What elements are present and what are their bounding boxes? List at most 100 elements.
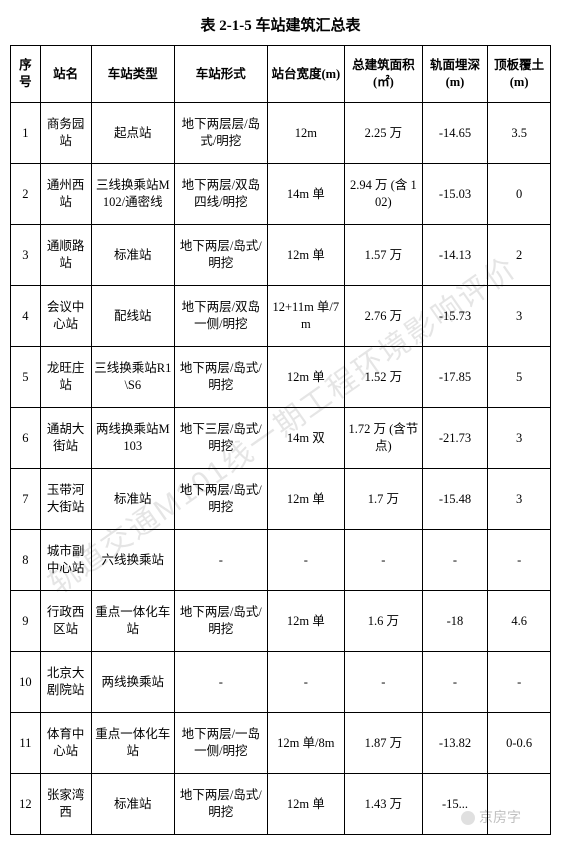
cell-form: 地下两层/双岛一侧/明挖 — [175, 286, 267, 347]
cell-type: 两线换乘站 — [91, 652, 175, 713]
cell-width: 12+11m 单/7m — [267, 286, 345, 347]
col-header-width: 站台宽度(m) — [267, 46, 345, 103]
cell-depth: - — [422, 530, 488, 591]
cell-name: 通胡大街站 — [40, 408, 91, 469]
cell-form: 地下两层/岛式/明挖 — [175, 591, 267, 652]
cell-area: 1.52 万 — [345, 347, 423, 408]
cell-idx: 1 — [11, 103, 41, 164]
cell-name: 张家湾西 — [40, 774, 91, 835]
table-row: 5龙旺庄站三线换乘站R1\S6地下两层/岛式/明挖12m 单1.52 万-17.… — [11, 347, 551, 408]
cell-type: 起点站 — [91, 103, 175, 164]
col-header-name: 站名 — [40, 46, 91, 103]
cell-form: 地下两层/岛式/明挖 — [175, 225, 267, 286]
col-header-cover: 顶板覆土(m) — [488, 46, 551, 103]
cell-idx: 4 — [11, 286, 41, 347]
cell-type: 标准站 — [91, 774, 175, 835]
cell-area: 2.76 万 — [345, 286, 423, 347]
cell-type: 三线换乘站M102/通密线 — [91, 164, 175, 225]
cell-cover: - — [488, 530, 551, 591]
cell-width: 12m 单 — [267, 774, 345, 835]
cell-idx: 6 — [11, 408, 41, 469]
cell-form: 地下两层/岛式/明挖 — [175, 774, 267, 835]
cell-form: 地下两层/岛式/明挖 — [175, 469, 267, 530]
cell-area: - — [345, 530, 423, 591]
cell-width: 14m 单 — [267, 164, 345, 225]
table-row: 1商务园站起点站地下两层层/岛式/明挖12m2.25 万-14.653.5 — [11, 103, 551, 164]
cell-cover: 0 — [488, 164, 551, 225]
table-title: 表 2-1-5 车站建筑汇总表 — [10, 14, 551, 35]
col-header-idx: 序号 — [11, 46, 41, 103]
cell-depth: -15.48 — [422, 469, 488, 530]
cell-idx: 7 — [11, 469, 41, 530]
cell-idx: 5 — [11, 347, 41, 408]
cell-form: - — [175, 652, 267, 713]
table-row: 12张家湾西标准站地下两层/岛式/明挖12m 单1.43 万-15... — [11, 774, 551, 835]
cell-depth: -21.73 — [422, 408, 488, 469]
cell-width: - — [267, 530, 345, 591]
cell-name: 龙旺庄站 — [40, 347, 91, 408]
cell-area: 1.57 万 — [345, 225, 423, 286]
col-header-form: 车站形式 — [175, 46, 267, 103]
cell-width: 12m 单 — [267, 469, 345, 530]
table-row: 7玉带河大街站标准站地下两层/岛式/明挖12m 单1.7 万-15.483 — [11, 469, 551, 530]
col-header-type: 车站类型 — [91, 46, 175, 103]
cell-depth: -15.03 — [422, 164, 488, 225]
col-header-depth: 轨面埋深(m) — [422, 46, 488, 103]
cell-width: 14m 双 — [267, 408, 345, 469]
cell-form: 地下三层/岛式/明挖 — [175, 408, 267, 469]
cell-area: 1.7 万 — [345, 469, 423, 530]
cell-name: 商务园站 — [40, 103, 91, 164]
cell-type: 标准站 — [91, 469, 175, 530]
cell-area: 1.87 万 — [345, 713, 423, 774]
cell-cover — [488, 774, 551, 835]
cell-form: - — [175, 530, 267, 591]
table-header-row: 序号 站名 车站类型 车站形式 站台宽度(m) 总建筑面积(㎡) 轨面埋深(m)… — [11, 46, 551, 103]
table-row: 6通胡大街站两线换乘站M103地下三层/岛式/明挖14m 双1.72 万 (含节… — [11, 408, 551, 469]
cell-type: 重点一体化车站 — [91, 713, 175, 774]
cell-width: 12m 单 — [267, 225, 345, 286]
cell-cover: 2 — [488, 225, 551, 286]
cell-cover: - — [488, 652, 551, 713]
cell-cover: 3 — [488, 408, 551, 469]
cell-cover: 3 — [488, 286, 551, 347]
cell-type: 配线站 — [91, 286, 175, 347]
cell-area: - — [345, 652, 423, 713]
cell-idx: 2 — [11, 164, 41, 225]
cell-depth: -14.65 — [422, 103, 488, 164]
cell-form: 地下两层/一岛一侧/明挖 — [175, 713, 267, 774]
cell-depth: -15.73 — [422, 286, 488, 347]
cell-name: 玉带河大街站 — [40, 469, 91, 530]
cell-depth: - — [422, 652, 488, 713]
cell-name: 通州西站 — [40, 164, 91, 225]
cell-cover: 3.5 — [488, 103, 551, 164]
cell-name: 体育中心站 — [40, 713, 91, 774]
cell-area: 2.94 万 (含 102) — [345, 164, 423, 225]
cell-area: 1.72 万 (含节点) — [345, 408, 423, 469]
cell-form: 地下两层/岛式/明挖 — [175, 347, 267, 408]
cell-area: 1.43 万 — [345, 774, 423, 835]
table-row: 3通顺路站标准站地下两层/岛式/明挖12m 单1.57 万-14.132 — [11, 225, 551, 286]
cell-width: 12m 单 — [267, 347, 345, 408]
cell-depth: -14.13 — [422, 225, 488, 286]
cell-form: 地下两层层/岛式/明挖 — [175, 103, 267, 164]
cell-width: - — [267, 652, 345, 713]
cell-depth: -17.85 — [422, 347, 488, 408]
table-row: 4会议中心站配线站地下两层/双岛一侧/明挖12+11m 单/7m2.76 万-1… — [11, 286, 551, 347]
cell-type: 两线换乘站M103 — [91, 408, 175, 469]
cell-type: 三线换乘站R1\S6 — [91, 347, 175, 408]
cell-name: 城市副中心站 — [40, 530, 91, 591]
cell-form: 地下两层/双岛四线/明挖 — [175, 164, 267, 225]
cell-width: 12m 单/8m — [267, 713, 345, 774]
table-row: 9行政西区站重点一体化车站地下两层/岛式/明挖12m 单1.6 万-184.6 — [11, 591, 551, 652]
table-row: 8城市副中心站六线换乘站----- — [11, 530, 551, 591]
cell-type: 标准站 — [91, 225, 175, 286]
cell-name: 北京大剧院站 — [40, 652, 91, 713]
cell-idx: 11 — [11, 713, 41, 774]
table-row: 11体育中心站重点一体化车站地下两层/一岛一侧/明挖12m 单/8m1.87 万… — [11, 713, 551, 774]
cell-idx: 10 — [11, 652, 41, 713]
cell-name: 会议中心站 — [40, 286, 91, 347]
cell-width: 12m 单 — [267, 591, 345, 652]
cell-name: 通顺路站 — [40, 225, 91, 286]
cell-idx: 9 — [11, 591, 41, 652]
cell-cover: 4.6 — [488, 591, 551, 652]
